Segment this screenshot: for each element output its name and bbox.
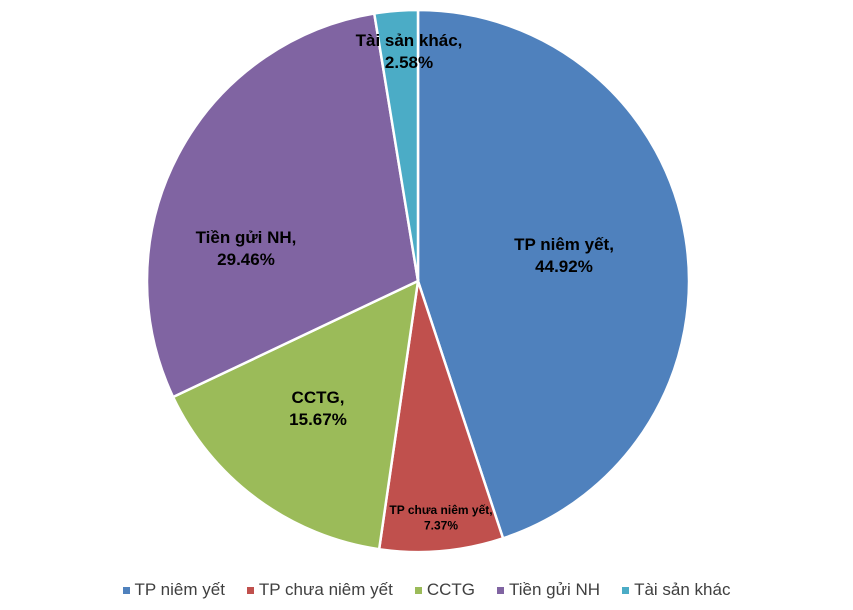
legend-label: TP niêm yết <box>134 580 225 599</box>
data-label-2: TP chưa niêm yết, 7.37% <box>389 503 492 533</box>
legend-swatch <box>497 586 504 594</box>
legend-label: Tiền gửi NH <box>509 580 601 599</box>
pie-chart: TP niêm yết, 44.92% TP chưa niêm yết, 7.37%… <box>145 8 691 554</box>
legend-label: Tài sản khác <box>634 580 731 599</box>
legend-swatch <box>622 586 630 594</box>
legend-label: CCTG <box>426 580 475 599</box>
pie-slice-3 <box>171 278 420 551</box>
data-label-5: Tài sản khác, 2.58% <box>356 31 463 72</box>
legend-item-1: TP niêm yết <box>122 580 225 600</box>
data-label-1: TP niêm yết, 44.92% <box>514 235 614 276</box>
data-label-4: Tiền gửi NH, 29.46% <box>196 228 297 269</box>
pie-slice-5 <box>372 8 420 282</box>
legend-swatch <box>122 586 130 594</box>
legend-swatch <box>246 586 254 594</box>
pie-slice-4 <box>145 12 420 399</box>
legend-swatch <box>414 586 422 594</box>
pie-slice-2 <box>377 280 505 554</box>
legend-label: TP chưa niêm yết <box>258 580 393 599</box>
legend-item-5: Tài sản khác <box>622 580 730 600</box>
legend-item-3: CCTG <box>414 580 475 600</box>
pie-slice-1 <box>416 8 691 540</box>
legend-item-4: Tiền gửi NH <box>497 580 600 600</box>
legend-item-2: TP chưa niêm yết <box>246 580 393 600</box>
legend: TP niêm yết TP chưa niêm yết CCTG Tiền gửi … <box>0 580 853 600</box>
data-label-3: CCTG, 15.67% <box>289 388 347 429</box>
